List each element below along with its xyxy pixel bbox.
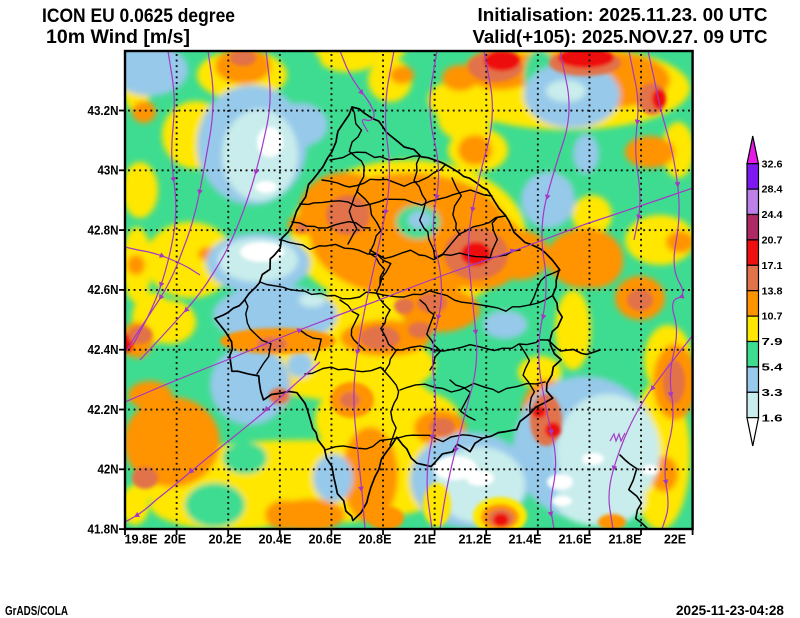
svg-text:2025-11-23-04:28: 2025-11-23-04:28 <box>676 603 784 618</box>
svg-text:43.2N: 43.2N <box>88 104 119 118</box>
svg-text:42.8N: 42.8N <box>88 223 119 237</box>
svg-text:28.4: 28.4 <box>762 184 783 196</box>
svg-text:41.8N: 41.8N <box>88 522 119 536</box>
svg-text:GrADS/COLA: GrADS/COLA <box>5 603 68 618</box>
svg-text:42.2N: 42.2N <box>88 403 119 417</box>
svg-text:42.4N: 42.4N <box>88 343 119 357</box>
svg-text:20.8E: 20.8E <box>359 533 392 547</box>
svg-text:20.4E: 20.4E <box>259 533 292 547</box>
svg-text:32.6: 32.6 <box>762 158 783 170</box>
svg-text:3.3: 3.3 <box>762 387 783 399</box>
svg-text:42N: 42N <box>98 463 119 477</box>
svg-text:20.7: 20.7 <box>762 235 783 247</box>
svg-text:20E: 20E <box>164 533 186 547</box>
svg-text:10m Wind [m/s]: 10m Wind [m/s] <box>46 27 190 48</box>
svg-text:21.2E: 21.2E <box>459 533 492 547</box>
svg-text:7.9: 7.9 <box>762 336 783 348</box>
svg-text:5.4: 5.4 <box>762 362 783 374</box>
svg-text:20.6E: 20.6E <box>309 533 342 547</box>
svg-text:13.8: 13.8 <box>762 285 783 297</box>
svg-text:Initialisation: 2025.11.23. 00: Initialisation: 2025.11.23. 00 UTC <box>478 5 768 25</box>
svg-text:21E: 21E <box>414 533 436 547</box>
svg-text:Valid(+105): 2025.NOV.27. 09 U: Valid(+105): 2025.NOV.27. 09 UTC <box>473 27 768 47</box>
svg-text:21.4E: 21.4E <box>509 533 542 547</box>
svg-text:22E: 22E <box>664 533 686 547</box>
svg-text:19.8E: 19.8E <box>125 533 158 547</box>
svg-text:ICON EU 0.0625 degree: ICON EU 0.0625 degree <box>42 6 235 27</box>
svg-text:24.4: 24.4 <box>762 209 783 221</box>
svg-text:43N: 43N <box>98 164 119 178</box>
svg-text:20.2E: 20.2E <box>209 533 242 547</box>
svg-text:1.6: 1.6 <box>762 412 783 424</box>
svg-text:42.6N: 42.6N <box>88 283 119 297</box>
svg-text:21.6E: 21.6E <box>559 533 592 547</box>
svg-text:10.7: 10.7 <box>762 311 783 323</box>
svg-text:21.8E: 21.8E <box>609 533 642 547</box>
svg-text:17.1: 17.1 <box>762 260 783 272</box>
